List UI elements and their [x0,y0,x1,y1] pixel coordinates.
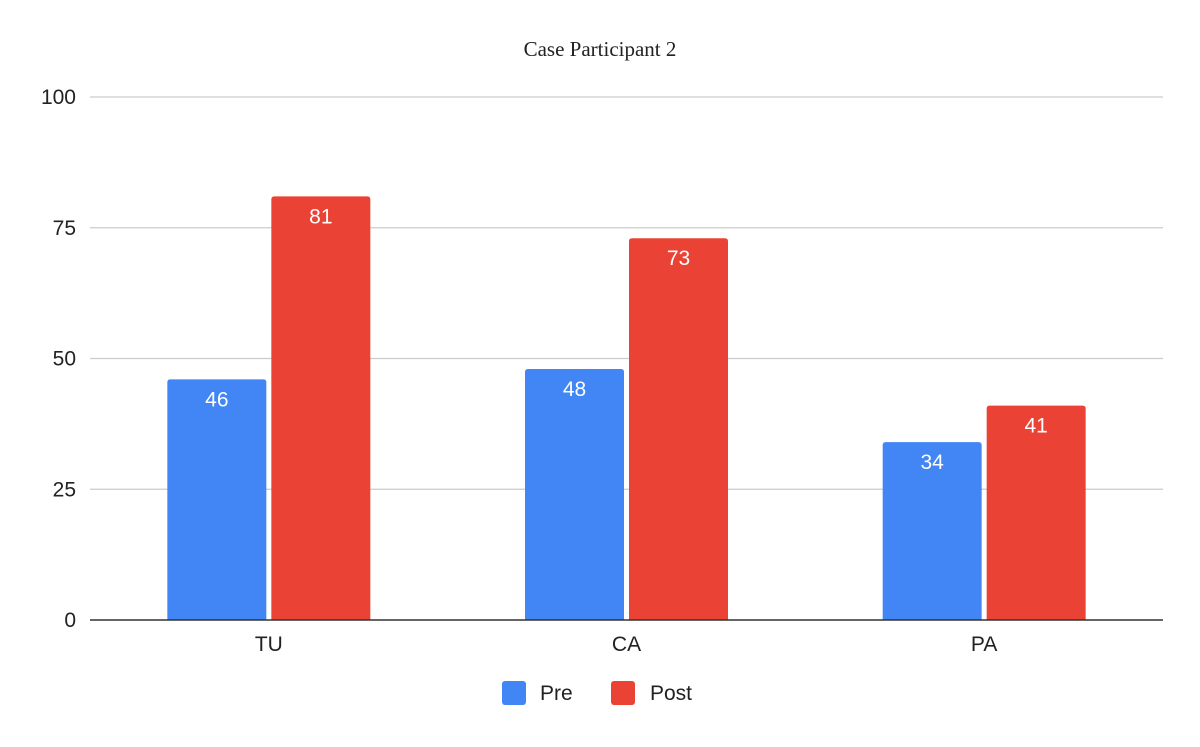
y-tick-label: 25 [53,478,76,501]
legend: Pre Post [502,681,692,705]
legend-swatch-post [611,681,635,705]
y-axis-ticks: 0 25 50 75 100 [41,86,76,632]
data-labels: 46 81 48 73 34 41 [205,205,1048,474]
legend-label-post: Post [650,682,692,705]
bars [167,196,1086,620]
data-label-post-ca: 73 [667,247,690,270]
legend-swatch-pre [502,681,526,705]
bar-pre-pa [882,442,982,620]
x-category-label: PA [971,633,997,656]
y-tick-label: 75 [53,217,76,240]
bar-pre-tu [167,379,267,620]
x-category-label: TU [255,633,283,656]
y-tick-label: 50 [53,348,76,371]
gridlines [90,96,1163,490]
bar-post-tu [271,196,371,620]
x-axis-categories: TU CA PA [255,633,998,656]
data-label-pre-pa: 34 [920,451,944,474]
bar-post-ca [629,238,728,620]
legend-label-pre: Pre [540,682,573,705]
bar-post-pa [986,405,1086,620]
data-label-pre-tu: 46 [205,388,228,411]
x-category-label: CA [612,633,641,656]
y-tick-label: 100 [41,86,76,109]
chart-title: Case Participant 2 [524,37,677,61]
data-label-post-tu: 81 [309,205,332,228]
y-tick-label: 0 [64,609,76,632]
bar-pre-ca [525,368,624,620]
data-label-pre-ca: 48 [563,378,586,401]
data-label-post-pa: 41 [1024,415,1047,438]
